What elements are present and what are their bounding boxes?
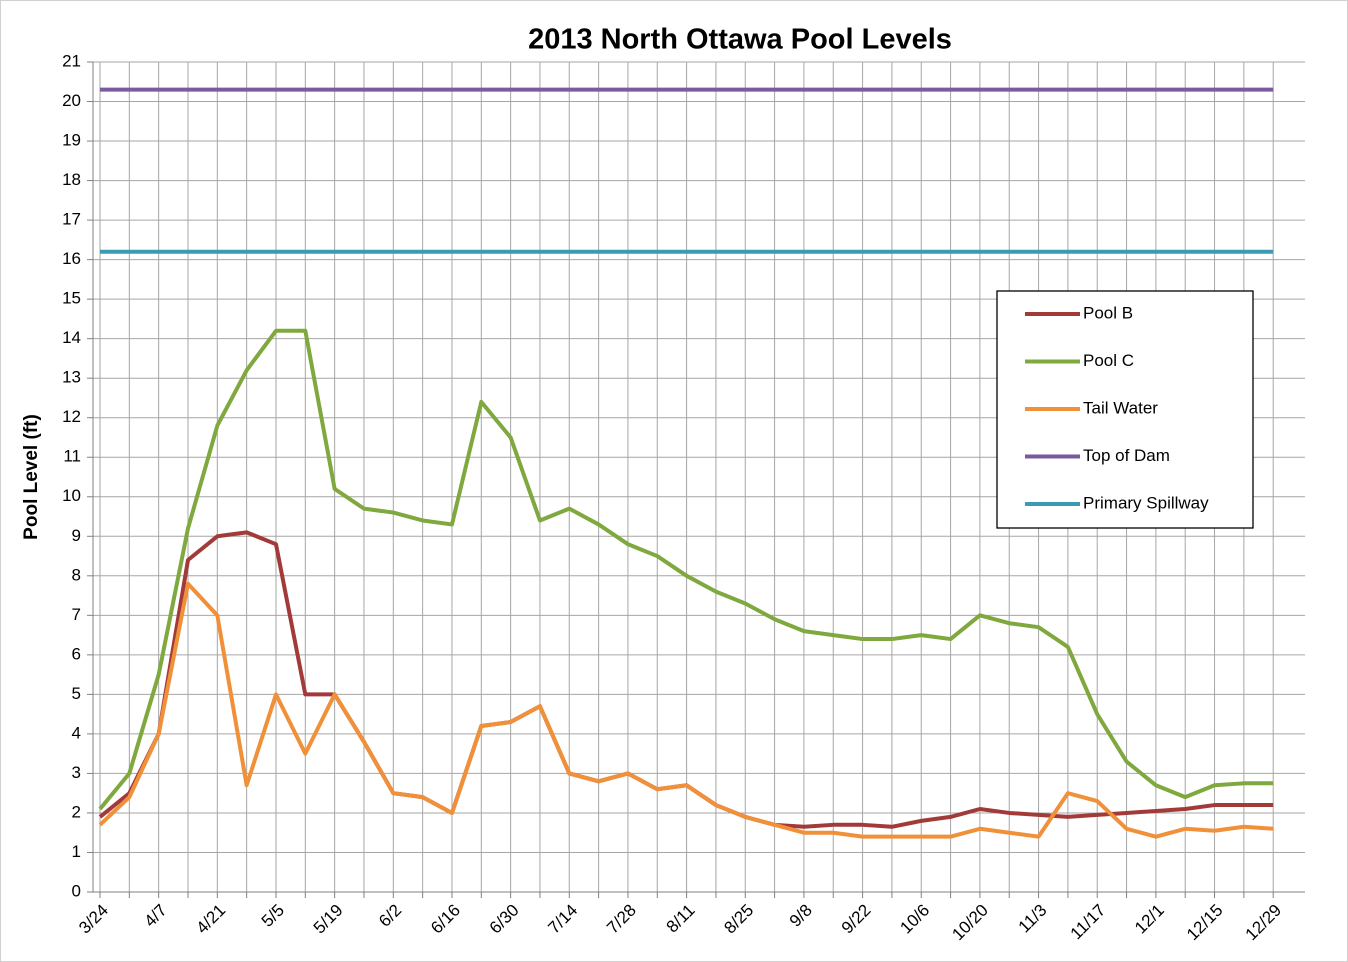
legend-label: Tail Water (1083, 398, 1158, 417)
legend-label: Primary Spillway (1083, 493, 1209, 512)
y-tick-label: 3 (72, 763, 81, 782)
series-line (98, 581, 1274, 839)
legend-label: Pool C (1083, 351, 1134, 370)
y-tick-label: 14 (62, 328, 81, 347)
y-tick-label: 0 (72, 881, 81, 900)
y-tick-label: 1 (72, 842, 81, 861)
y-tick-label: 20 (62, 91, 81, 110)
y-tick-label: 6 (72, 644, 81, 663)
y-tick-label: 17 (62, 210, 81, 229)
chart-title: 2013 North Ottawa Pool Levels (528, 24, 952, 56)
y-tick-label: 13 (62, 368, 81, 387)
y-tick-label: 19 (62, 131, 81, 150)
y-tick-label: 21 (62, 51, 81, 70)
y-tick-label: 8 (72, 565, 81, 584)
y-tick-label: 16 (62, 249, 81, 268)
legend-label: Top of Dam (1083, 446, 1170, 465)
y-axis-label: Pool Level (ft) (21, 414, 42, 540)
y-tick-label: 7 (72, 605, 81, 624)
y-tick-label: 9 (72, 526, 81, 545)
y-tick-label: 18 (62, 170, 81, 189)
y-tick-label: 4 (72, 723, 81, 742)
y-tick-label: 5 (72, 684, 81, 703)
y-tick-label: 12 (62, 407, 81, 426)
y-tick-label: 10 (62, 486, 81, 505)
y-tick-label: 15 (62, 289, 81, 308)
y-tick-label: 11 (63, 447, 81, 466)
series-line (98, 328, 1274, 811)
legend-label: Pool B (1083, 303, 1133, 322)
y-tick-label: 2 (72, 802, 81, 821)
